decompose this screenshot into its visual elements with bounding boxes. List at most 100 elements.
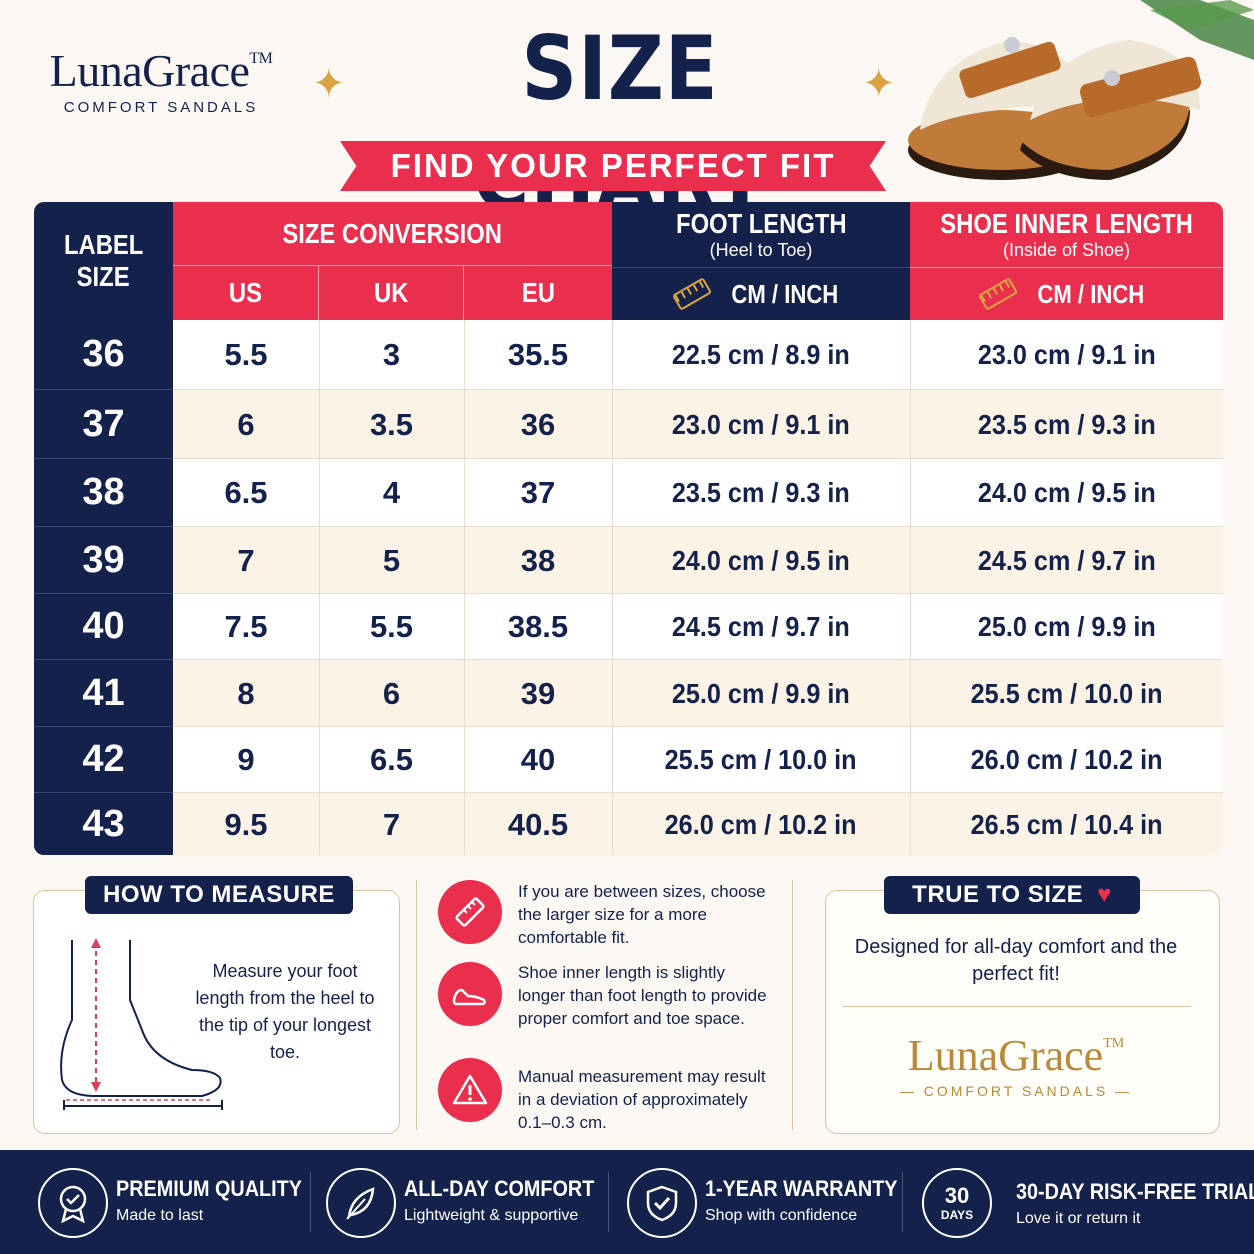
label-size-header: LABEL SIZE — [34, 202, 173, 320]
row-label-size: 40 — [34, 594, 173, 660]
brand-logo: LunaGraceTM — COMFORT SANDALS — — [845, 1030, 1187, 1099]
table-cell-inner: 23.5 cm / 9.3 in — [910, 390, 1223, 459]
row-label-size: 43 — [34, 793, 173, 855]
table-cell-us: 9.5 — [173, 793, 319, 855]
shoe-icon — [438, 962, 502, 1026]
ruler-icon — [438, 880, 502, 944]
cell-value: 6.5 — [224, 475, 268, 510]
table-cell-eu: 37 — [464, 459, 612, 527]
table-cell-eu: 39 — [464, 660, 612, 727]
cell-value: 24.5 cm / 9.7 in — [977, 544, 1156, 576]
table-cell-foot: 25.0 cm / 9.9 in — [612, 660, 910, 727]
table-row — [173, 727, 1223, 793]
table-cell-uk: 6 — [319, 660, 464, 727]
table-cell-foot: 22.5 cm / 8.9 in — [612, 320, 910, 390]
table-cell-inner: 24.5 cm / 9.7 in — [910, 527, 1223, 594]
cell-value: 25.5 cm / 10.0 in — [970, 677, 1163, 709]
eu-column-header: EU — [464, 265, 612, 320]
badge-check-icon — [38, 1168, 108, 1238]
table-cell-uk: 5 — [319, 527, 464, 594]
how-to-measure-panel — [33, 890, 400, 1134]
table-cell-inner: 26.5 cm / 10.4 in — [910, 793, 1223, 855]
how-to-measure-text: Measure your foot length from the heel t… — [195, 961, 375, 1062]
table-cell-uk: 3.5 — [319, 390, 464, 459]
cell-value: 6 — [382, 675, 401, 711]
table-cell-uk: 4 — [319, 459, 464, 527]
feather-icon — [326, 1168, 396, 1238]
column-divider — [319, 320, 320, 855]
foot-length-header: FOOT LENGTH (Heel to Toe) — [612, 202, 910, 267]
tip-text: Manual measurement may result in a devia… — [518, 1067, 766, 1132]
cell-value: 6 — [237, 406, 255, 442]
table-cell-eu: 38.5 — [464, 594, 612, 660]
ruler-icon — [977, 277, 1018, 311]
footer-title: PREMIUM QUALITY — [116, 1176, 302, 1201]
cell-value: 35.5 — [507, 337, 569, 372]
table-cell-uk: 6.5 — [319, 727, 464, 793]
true-to-size-title: TRUE TO SIZE ♥ — [884, 876, 1140, 914]
divider — [902, 1172, 903, 1232]
footer-sub: Lightweight & supportive — [404, 1207, 579, 1224]
table-cell-eu: 40.5 — [464, 793, 612, 855]
table-row — [173, 320, 1223, 390]
table-row — [173, 793, 1223, 855]
cell-value: 5.5 — [224, 337, 268, 372]
table-row — [173, 459, 1223, 527]
size-chart-table: LABEL SIZE SIZE CONVERSION US UK EU FOOT… — [34, 202, 1223, 855]
true-to-size-panel — [825, 890, 1220, 1134]
table-cell-eu: 40 — [464, 727, 612, 793]
divider — [608, 1172, 609, 1232]
cell-value: 23.5 cm / 9.3 in — [672, 477, 850, 508]
true-to-size-text: Designed for all-day comfort and the per… — [854, 936, 1178, 985]
cell-value: 39 — [520, 675, 556, 711]
table-cell-uk: 5.5 — [319, 594, 464, 660]
row-label-size: 38 — [34, 459, 173, 527]
footer-sub: Love it or return it — [1016, 1210, 1141, 1227]
heart-icon: ♥ — [1097, 881, 1112, 908]
brand-name: LunaGraceTM — [907, 1031, 1125, 1080]
cell-value: 25.0 cm / 9.9 in — [977, 611, 1156, 642]
cell-value: 3.5 — [369, 406, 414, 442]
cell-value: 23.0 cm / 9.1 in — [672, 408, 850, 440]
uk-column-header: UK — [319, 265, 464, 320]
column-divider — [464, 320, 465, 855]
footer-title: 30-DAY RISK-FREE TRIAL — [1016, 1179, 1254, 1204]
table-cell-inner: 23.0 cm / 9.1 in — [910, 320, 1223, 390]
table-cell-inner: 25.0 cm / 9.9 in — [910, 594, 1223, 660]
cell-value: 26.0 cm / 10.2 in — [665, 809, 857, 840]
table-cell-us: 5.5 — [173, 320, 319, 390]
30-days-icon: 30 DAYS — [922, 1168, 992, 1238]
table-cell-uk: 3 — [319, 320, 464, 390]
footer-title: 1-YEAR WARRANTY — [705, 1176, 898, 1201]
table-cell-us: 6 — [173, 390, 319, 459]
table-cell-inner: 25.5 cm / 10.0 in — [910, 660, 1223, 727]
cell-value: 5.5 — [369, 609, 414, 644]
table-cell-us: 9 — [173, 727, 319, 793]
inner-length-header: SHOE INNER LENGTH (Inside of Shoe) — [910, 202, 1223, 267]
shield-check-icon — [627, 1168, 697, 1238]
cell-value: 8 — [237, 675, 255, 711]
row-label-size: 41 — [34, 660, 173, 727]
cell-value: 40.5 — [507, 807, 569, 842]
divider — [843, 1006, 1191, 1007]
table-cell-inner: 24.0 cm / 9.5 in — [910, 459, 1223, 527]
sparkle-icon: ✦ — [862, 62, 896, 106]
us-column-header: US — [173, 265, 319, 320]
table-cell-inner: 26.0 cm / 10.2 in — [910, 727, 1223, 793]
footer-sub: Shop with confidence — [705, 1207, 858, 1224]
cell-value: 37 — [520, 475, 556, 510]
table-row — [173, 527, 1223, 594]
cell-value: 26.0 cm / 10.2 in — [970, 744, 1163, 775]
cell-value: 4 — [382, 475, 401, 510]
table-row — [173, 594, 1223, 660]
row-label-size: 37 — [34, 390, 173, 459]
table-cell-us: 6.5 — [173, 459, 319, 527]
row-label-size: 39 — [34, 527, 173, 594]
inner-length-unit-header: CM / INCH — [910, 267, 1223, 320]
table-cell-us: 8 — [173, 660, 319, 727]
warning-icon — [438, 1058, 502, 1122]
cell-value: 3 — [382, 337, 401, 372]
sparkle-icon: ✦ — [312, 62, 346, 106]
table-cell-eu: 35.5 — [464, 320, 612, 390]
cell-value: 23.0 cm / 9.1 in — [977, 339, 1156, 370]
